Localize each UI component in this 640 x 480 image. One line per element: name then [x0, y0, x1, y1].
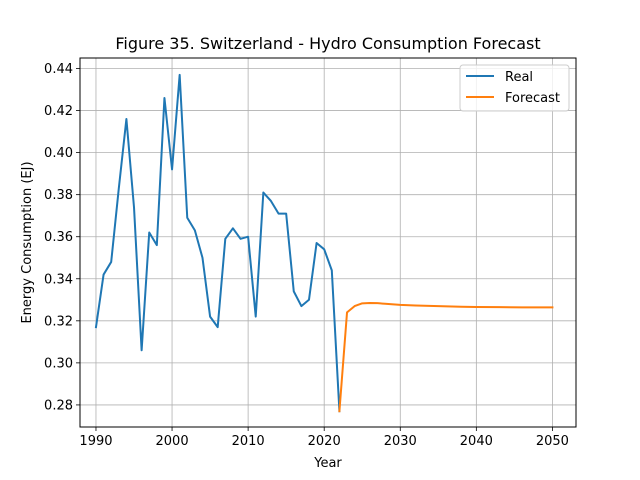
- y-tick-label: 0.30: [44, 356, 73, 371]
- x-tick-label: 2030: [384, 434, 417, 449]
- series-line-forecast: [338, 301, 554, 413]
- y-tick-label: 0.36: [44, 230, 73, 245]
- y-tick-label: 0.34: [44, 272, 73, 287]
- legend: Real Forecast: [459, 64, 570, 112]
- chart-title: Figure 35. Switzerland - Hydro Consumpti…: [115, 34, 540, 53]
- series-group: [94, 73, 554, 413]
- y-axis-label: Energy Consumption (EJ): [20, 161, 35, 323]
- x-tick-label: 2010: [232, 434, 265, 449]
- y-tick-label: 0.32: [44, 314, 73, 329]
- y-tick-label: 0.40: [44, 146, 73, 161]
- y-tick-label: 0.28: [44, 398, 73, 413]
- ticks: 1990 2000 2010 2020 2030 2040 2050 0.28 0.30 0.32…: [44, 62, 569, 449]
- y-tick-label: 0.42: [44, 104, 73, 119]
- x-tick-label: 2040: [460, 434, 493, 449]
- x-axis-label: Year: [313, 456, 342, 471]
- legend-label-forecast: Forecast: [505, 91, 560, 106]
- x-tick-label: 2020: [308, 434, 341, 449]
- plot-frame: [79, 57, 577, 428]
- x-tick-label: 1990: [79, 434, 112, 449]
- y-tick-label: 0.44: [44, 62, 73, 77]
- grid: [80, 58, 576, 427]
- x-tick-label: 2000: [156, 434, 189, 449]
- legend-label-real: Real: [505, 70, 533, 85]
- x-tick-label: 2050: [536, 434, 569, 449]
- y-tick-label: 0.38: [44, 188, 73, 203]
- series-line-real: [94, 73, 341, 413]
